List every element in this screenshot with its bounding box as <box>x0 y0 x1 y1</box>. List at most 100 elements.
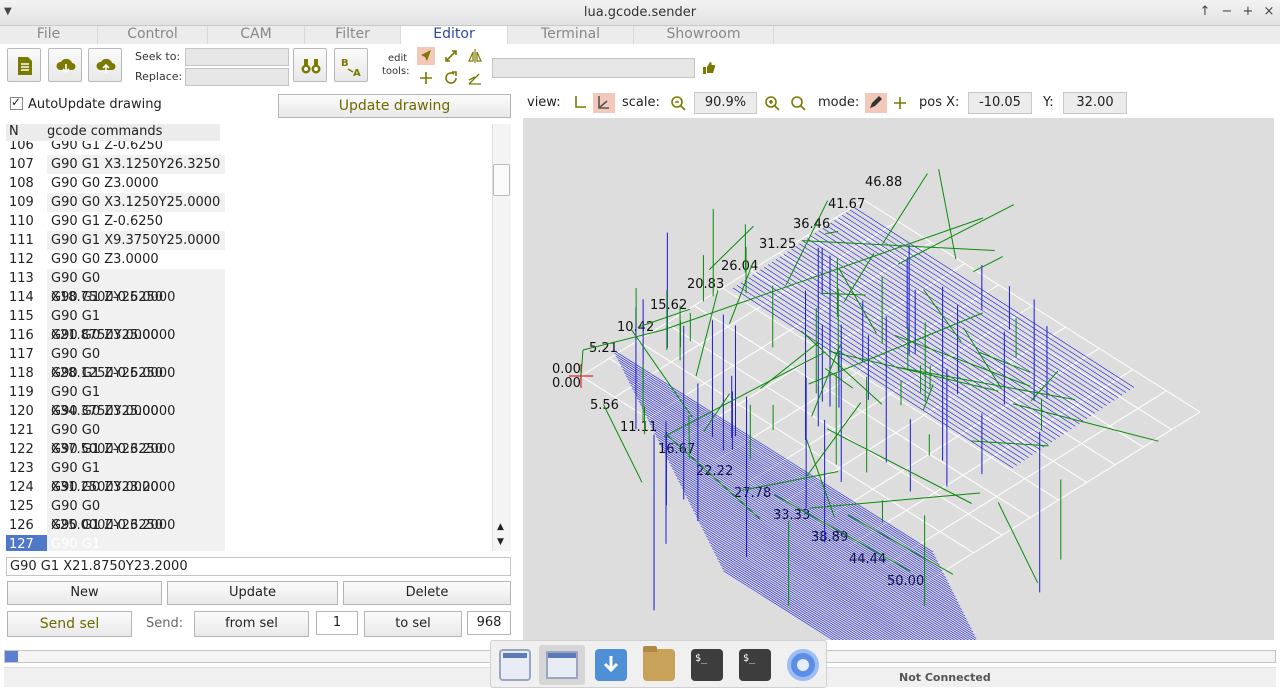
list-item[interactable]: 123 G90 G1 X31.2500Y23.2000 <box>6 459 490 497</box>
axis-label-y: 5.21 <box>589 341 618 356</box>
connection-status: Not Connected <box>899 671 991 684</box>
window-icon[interactable] <box>499 649 531 681</box>
rapid-path <box>742 470 839 491</box>
list-item[interactable]: 116 G90 G0 Z3.0000 <box>6 326 490 345</box>
cut-path <box>643 410 964 614</box>
gcode-edit-input[interactable]: G90 G1 X21.8750Y23.2000 <box>6 557 511 576</box>
tab-control[interactable]: Control <box>98 26 208 44</box>
delete-button[interactable]: Delete <box>343 581 511 605</box>
terminal-icon[interactable]: $_ <box>691 649 723 681</box>
update-drawing-button[interactable]: Update drawing <box>278 94 511 118</box>
line-number: 114 <box>9 290 34 305</box>
expand-icon[interactable]: + <box>1242 4 1254 19</box>
list-item[interactable]: 122 G90 G1 Z-0.6250 <box>6 440 490 459</box>
list-item[interactable]: 114 G90 G1 Z-0.6250 <box>6 288 490 307</box>
cut-path <box>648 420 969 623</box>
maximize-up-icon[interactable]: ↑ <box>1199 4 1211 19</box>
rapid-path <box>663 351 826 437</box>
cut-path <box>845 212 1127 393</box>
list-item[interactable]: 113 G90 G0 X18.7500Y25.0000 <box>6 269 490 307</box>
list-item[interactable]: 125 G90 G0 X25.0000Y23.2000 <box>6 497 490 535</box>
list-item[interactable]: 107 G90 G1 X3.1250Y26.3250 <box>6 155 490 174</box>
list-item[interactable]: 124 G90 G0 Z3.0000 <box>6 478 490 497</box>
browser-icon[interactable] <box>787 649 819 681</box>
scale-tool-button[interactable] <box>442 47 460 65</box>
list-item[interactable]: 109 G90 G0 X3.1250Y25.0000 <box>6 193 490 212</box>
list-item[interactable]: 118 G90 G1 Z-0.6250 <box>6 364 490 383</box>
view-top-button[interactable] <box>571 93 589 111</box>
rotate-tool-button[interactable] <box>442 69 460 87</box>
list-item[interactable]: 115 G90 G1 X21.8750Y25.0000 <box>6 307 490 345</box>
tab-terminal[interactable]: Terminal <box>508 26 634 44</box>
download-button[interactable] <box>48 48 82 82</box>
tab-showroom[interactable]: Showroom <box>634 26 774 44</box>
view-iso-button[interactable] <box>593 93 615 113</box>
list-item[interactable]: 117 G90 G0 X28.1250Y25.0000 <box>6 345 490 383</box>
list-item[interactable]: 121 G90 G0 X37.5000Y23.2000 <box>6 421 490 459</box>
tab-cam[interactable]: CAM <box>208 26 305 44</box>
new-button[interactable]: New <box>7 581 162 605</box>
to-value-input[interactable]: 968 <box>467 611 511 635</box>
zoom-fit-button[interactable] <box>789 94 807 112</box>
mode-pan-button[interactable] <box>891 94 909 112</box>
window-active-icon[interactable] <box>539 645 585 685</box>
drawing-canvas[interactable]: 0.00 5.21 10.42 15.62 20.83 26.04 31.25 36.46 41… <box>523 118 1274 689</box>
zoom-in-button[interactable] <box>763 94 781 112</box>
tab-editor[interactable]: Editor <box>401 26 508 44</box>
list-item[interactable]: 126 G90 G1 Z-0.6250 <box>6 516 490 535</box>
gcode-list[interactable]: 106 G90 G1 Z-0.6250 107 G90 G1 X3.1250Y26.3… <box>6 141 490 551</box>
new-file-button[interactable] <box>7 48 41 82</box>
apply-button[interactable] <box>699 59 717 77</box>
window-menu-icon[interactable]: ▼ <box>4 6 12 17</box>
zoom-out-button[interactable] <box>669 94 687 112</box>
edit-param-input[interactable] <box>492 58 695 78</box>
select-tool-button[interactable] <box>417 47 435 65</box>
skew-tool-button[interactable] <box>466 69 484 87</box>
seek-input[interactable] <box>185 48 289 66</box>
cut-path <box>752 274 1033 456</box>
autoupdate-checkbox[interactable]: AutoUpdate drawing <box>10 95 162 112</box>
from-value-input[interactable]: 1 <box>316 611 358 635</box>
cut-path <box>838 217 1119 399</box>
list-item[interactable]: 120 G90 G0 Z3.0000 <box>6 402 490 421</box>
checkbox-checked[interactable] <box>10 95 23 110</box>
move-tool-button[interactable] <box>417 69 435 87</box>
rapid-path <box>729 262 754 324</box>
close-icon[interactable]: × <box>1263 4 1275 19</box>
gcode-command: G90 G1 X3.1250Y26.3250 <box>47 155 225 174</box>
tab-file[interactable]: File <box>0 26 98 44</box>
scroll-thumb[interactable] <box>493 164 510 196</box>
find-button[interactable] <box>293 48 327 82</box>
send-sel-button[interactable]: Send sel <box>7 611 132 637</box>
list-item[interactable]: 127 G90 G1 X21.8750Y23.2000 <box>6 535 490 551</box>
update-button[interactable]: Update <box>167 581 338 605</box>
download-icon[interactable] <box>595 649 627 681</box>
list-item[interactable]: 110 G90 G1 Z-0.6250 <box>6 212 490 231</box>
mirror-tool-button[interactable] <box>466 47 484 65</box>
list-item[interactable]: 108 G90 G0 Z3.0000 <box>6 174 490 193</box>
upload-button[interactable] <box>88 48 122 82</box>
list-item[interactable]: 112 G90 G0 Z3.0000 <box>6 250 490 269</box>
mode-draw-button[interactable] <box>865 93 887 113</box>
scroll-up-icon[interactable]: ▲ <box>497 522 504 532</box>
minimize-icon[interactable]: − <box>1221 4 1233 19</box>
line-number: 123 <box>9 461 34 476</box>
list-item[interactable]: 106 G90 G1 Z-0.6250 <box>6 141 490 155</box>
rapid-path <box>821 292 866 296</box>
mode-label: mode: <box>818 95 860 110</box>
line-number: 126 <box>9 518 34 533</box>
rapid-path <box>1012 403 1159 442</box>
from-sel-button[interactable]: from sel <box>194 611 309 637</box>
to-sel-button[interactable]: to sel <box>364 611 462 637</box>
tab-filter[interactable]: Filter <box>305 26 401 44</box>
terminal-icon-2[interactable]: $_ <box>739 649 771 681</box>
scroll-down-icon[interactable]: ▼ <box>497 537 504 547</box>
replace-input[interactable] <box>185 68 289 86</box>
rapid-path <box>826 428 972 504</box>
list-item[interactable]: 111 G90 G1 X9.3750Y25.0000 <box>6 231 490 250</box>
list-scrollbar[interactable]: ▲ ▼ <box>492 124 511 551</box>
list-item[interactable]: 119 G90 G1 X34.3750Y25.0000 <box>6 383 490 421</box>
folder-icon[interactable] <box>643 646 675 681</box>
cut-path <box>740 282 1021 464</box>
